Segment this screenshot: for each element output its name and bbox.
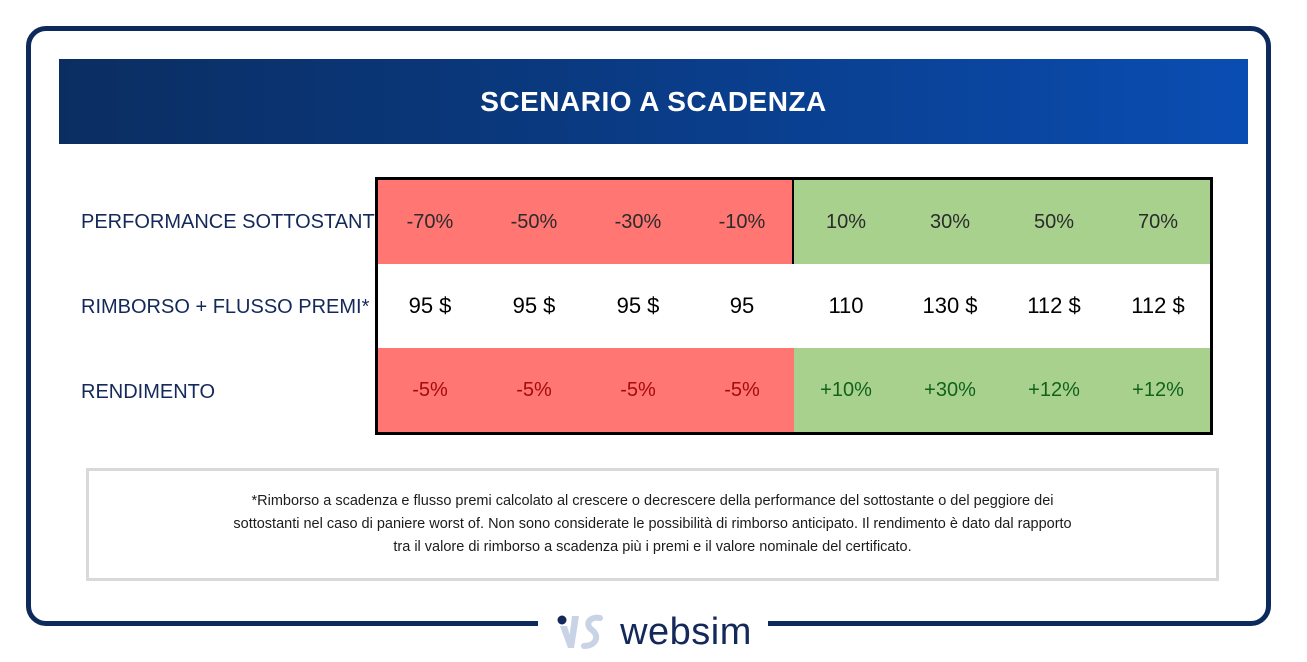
footnote-line: sottostanti nel caso di paniere worst of… <box>233 516 1072 532</box>
table-cell: 95 $ <box>408 293 452 318</box>
table-cell: 95 $ <box>512 293 556 318</box>
logo-text: websim <box>620 610 752 653</box>
table-cell: -50% <box>482 180 586 264</box>
table-cell: -30% <box>586 180 690 264</box>
table-cell: 50% <box>1002 180 1106 264</box>
table-cell: +10% <box>794 348 898 432</box>
footnote-line: *Rimborso a scadenza e flusso premi calc… <box>251 493 1054 509</box>
footnote-box: *Rimborso a scadenza e flusso premi calc… <box>86 468 1219 581</box>
row-label-rimborso: RIMBORSO + FLUSSO PREMI* <box>81 296 370 318</box>
table-row-performance: -70% -50% -30% -10% 10% 30% 50% 70% <box>378 180 1210 264</box>
table-cell: -5% <box>690 348 794 432</box>
table-cell: 110 <box>828 293 864 318</box>
table-cell: 130 $ <box>922 293 978 318</box>
table-cell: -70% <box>378 180 482 264</box>
table-cell: +30% <box>898 348 1002 432</box>
table-cell: -10% <box>690 180 794 264</box>
header-banner: SCENARIO A SCADENZA <box>59 59 1248 144</box>
websim-logo-icon <box>557 614 604 649</box>
table-cell: +12% <box>1002 348 1106 432</box>
table-cell: 95 $ <box>616 293 660 318</box>
row-label-rendimento: RENDIMENTO <box>81 381 216 403</box>
table-cell: -5% <box>586 348 690 432</box>
table-cell: +12% <box>1106 348 1210 432</box>
table-cell: -5% <box>482 348 586 432</box>
table-cell: 10% <box>794 180 898 264</box>
footer-logo: websim <box>538 610 768 653</box>
table-cell: 95 <box>729 293 755 318</box>
page-title: SCENARIO A SCADENZA <box>480 85 827 117</box>
table-row-rendimento: -5% -5% -5% -5% +10% +30% +12% +12% <box>378 348 1210 432</box>
table-cell: 30% <box>898 180 1002 264</box>
scenario-table: -70% -50% -30% -10% 10% 30% 50% 70% 95 $… <box>375 177 1213 435</box>
row-label-performance: PERFORMANCE SOTTOSTANTE <box>81 211 389 233</box>
table-cell: 112 $ <box>1027 293 1081 318</box>
table-divider <box>792 180 794 264</box>
table-cell: 112 $ <box>1131 293 1185 318</box>
footnote-line: tra il valore di rimborso a scadenza più… <box>393 539 912 555</box>
table-cell: 70% <box>1106 180 1210 264</box>
table-row-rimborso: 95 $ 95 $ 95 $ 95 110 130 $ 112 $ 112 $ <box>378 264 1210 348</box>
table-cell: -5% <box>378 348 482 432</box>
